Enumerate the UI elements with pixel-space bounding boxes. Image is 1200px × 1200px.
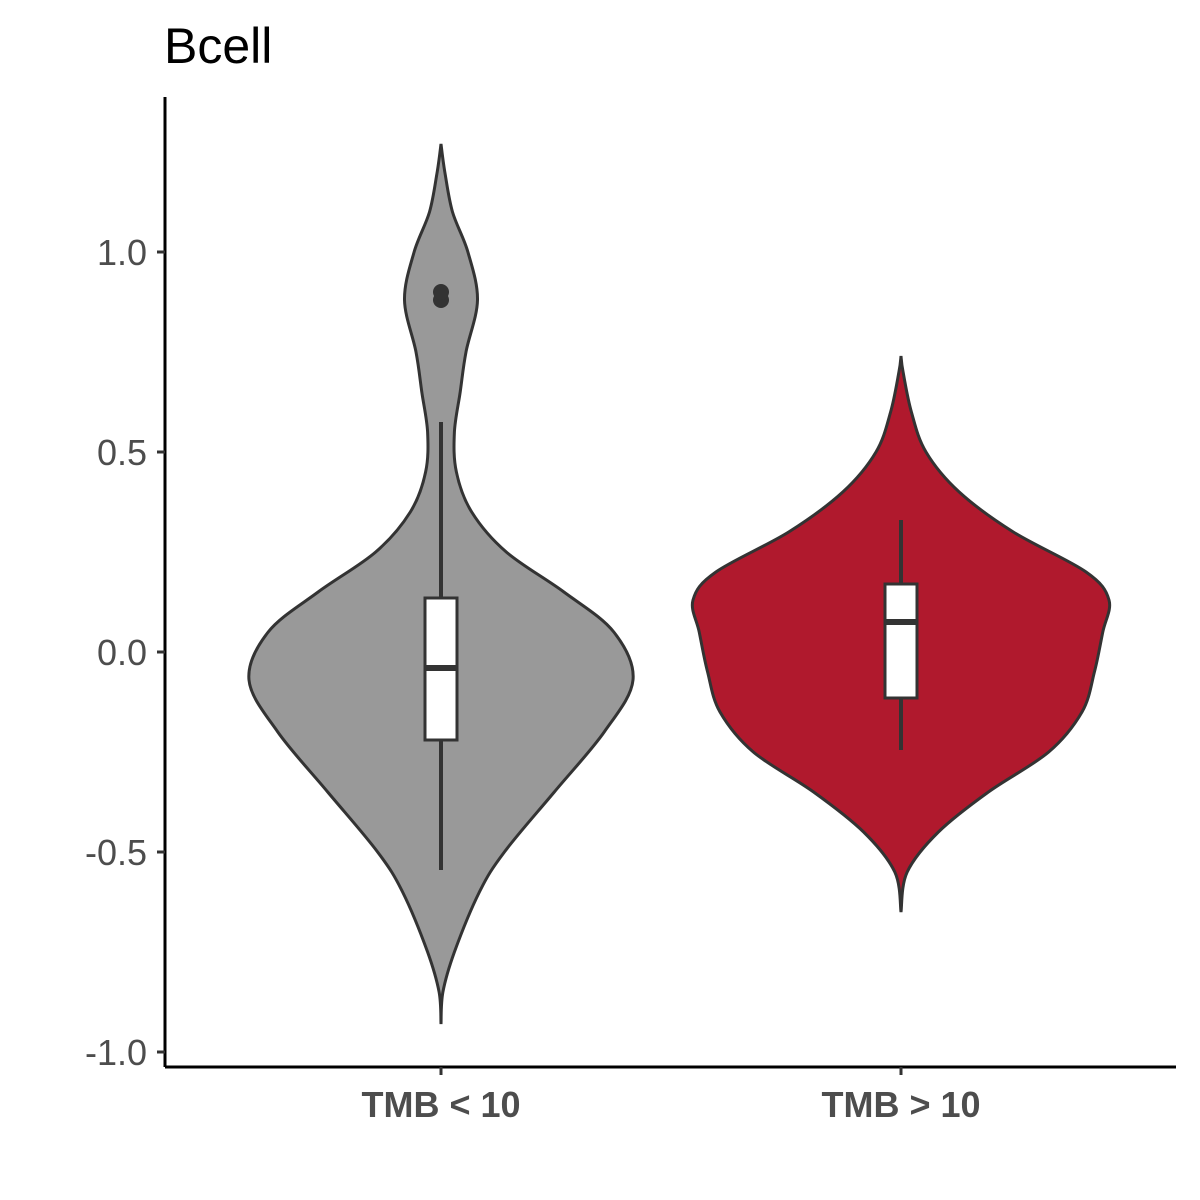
x-tick-label: TMB < 10 bbox=[361, 1084, 520, 1125]
chart-title: Bcell bbox=[164, 18, 272, 74]
outlier-point bbox=[433, 284, 449, 300]
y-tick-label: 1.0 bbox=[97, 232, 147, 273]
y-axis: 1.0 0.5 0.0 -0.5 -1.0 bbox=[85, 232, 165, 1073]
y-tick-label: -1.0 bbox=[85, 1032, 147, 1073]
y-tick-label: 0.5 bbox=[97, 432, 147, 473]
x-tick-label: TMB > 10 bbox=[821, 1084, 980, 1125]
violin-group bbox=[690, 355, 1112, 913]
y-tick-label: 0.0 bbox=[97, 632, 147, 673]
y-tick-label: -0.5 bbox=[85, 832, 147, 873]
violin-group bbox=[247, 143, 635, 1025]
box-iqr bbox=[883, 582, 919, 700]
plot-area bbox=[247, 143, 1112, 1025]
x-axis: TMB < 10 TMB > 10 bbox=[361, 1067, 981, 1125]
